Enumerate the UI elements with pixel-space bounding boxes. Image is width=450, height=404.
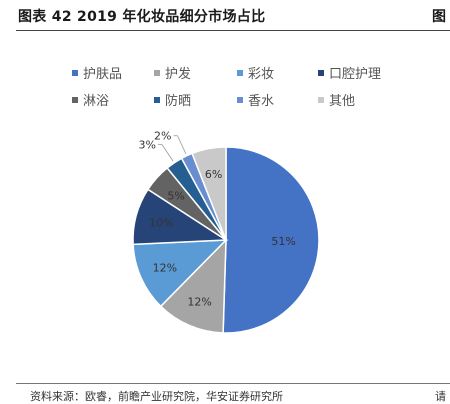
legend-label-6: 香水 (248, 94, 274, 109)
legend-swatch-4 (72, 97, 78, 103)
legend-swatch-2 (237, 70, 243, 76)
slice-label-3: 10% (149, 217, 173, 230)
leader-lines (157, 135, 187, 162)
legend-label-7: 其他 (329, 94, 355, 109)
slice-label-1: 12% (187, 296, 211, 309)
legend-swatch-3 (318, 70, 324, 76)
slice-label-7: 6% (205, 168, 222, 181)
legend-label-0: 护肤品 (83, 67, 122, 82)
legend-label-1: 护发 (165, 66, 191, 82)
top-rule (16, 30, 450, 31)
legend-swatch-6 (237, 97, 243, 103)
legend-swatch-5 (154, 97, 160, 103)
legend-label-5: 防晒 (165, 93, 191, 109)
slice-label-0: 51% (271, 235, 295, 248)
source-right-fragment: 请 (435, 390, 446, 403)
legend-label-3: 口腔护理 (329, 67, 381, 82)
source-note: 资料来源：欧睿，前瞻产业研究院，华安证券研究所 (30, 390, 283, 403)
pie-slice-1 (159, 238, 227, 334)
legend-swatch-1 (154, 70, 160, 76)
legend-swatch-0 (72, 70, 78, 76)
leader-line-5 (157, 144, 174, 162)
pie-slice-2 (132, 239, 228, 308)
title-right-fragment: 图 (432, 9, 446, 25)
slice-label-5: 3% (138, 139, 155, 152)
leader-line-6 (173, 135, 187, 155)
pie-slice-0 (222, 146, 320, 334)
slice-labels: 51% 12% 12% 10% 5% 3%2% 6% (138, 130, 295, 309)
chart-title: 图表 42 2019 年化妆品细分市场占比 (18, 9, 266, 25)
legend-label-4: 淋浴 (83, 94, 109, 109)
bottom-rule (16, 383, 450, 384)
pie-slice-7 (191, 146, 227, 241)
legend-label-2: 彩妆 (248, 67, 274, 82)
slice-label-2: 12% (153, 261, 177, 274)
legend-swatch-7 (318, 97, 324, 103)
slice-label-4: 5% (167, 189, 184, 202)
pie-slices (132, 146, 320, 334)
slice-label-6: 2% (154, 130, 171, 143)
